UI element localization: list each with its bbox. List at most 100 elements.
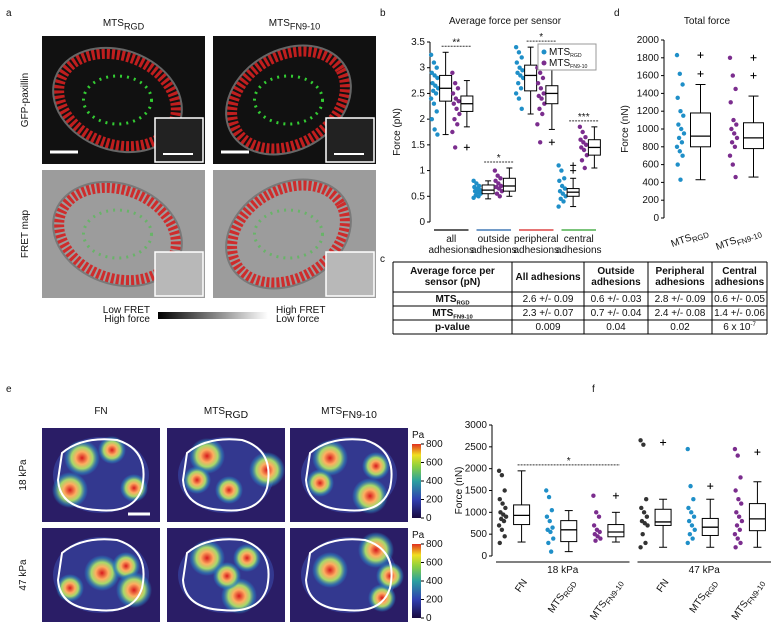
label: MTSFN9-10 <box>321 406 377 421</box>
inset <box>154 251 204 297</box>
label: MTSFN9-10 <box>269 18 320 32</box>
data-point <box>681 113 686 118</box>
cell-edge <box>225 178 352 290</box>
outlier <box>707 483 714 490</box>
data-point <box>640 531 645 537</box>
data-point <box>451 101 456 106</box>
row-label: GFP-paxillin <box>20 73 31 127</box>
heatmap-blob <box>306 469 334 497</box>
data-point <box>674 52 680 58</box>
cell-outline <box>304 438 393 512</box>
label-main: MTS <box>714 235 738 253</box>
data-point <box>687 531 693 537</box>
box <box>560 520 578 543</box>
colorbar-tick-label: 0 <box>426 513 432 524</box>
y-tick-label: 1600 <box>637 71 660 82</box>
data-point <box>548 549 554 554</box>
data-point <box>676 135 682 141</box>
box <box>748 503 766 532</box>
data-point <box>679 126 684 132</box>
heatmap-blob <box>376 562 404 590</box>
outlier <box>570 167 577 174</box>
outlier <box>570 162 577 169</box>
data-point <box>456 98 461 104</box>
data-point <box>549 507 555 513</box>
y-tick-label: 1200 <box>637 106 660 117</box>
data-point <box>732 531 738 537</box>
cell-outline <box>56 438 145 512</box>
data-point <box>677 71 682 77</box>
data-point <box>739 501 744 506</box>
data-point <box>678 177 683 182</box>
legend-marker <box>541 49 547 55</box>
label-sub: FN9-10 <box>604 579 627 606</box>
cell-sup: -7 <box>750 322 756 328</box>
y-tick-label: 2.5 <box>411 88 425 99</box>
outlier <box>697 52 704 59</box>
table-header: Average force per <box>410 266 495 277</box>
table-cell: 1.4 +/- 0.06 <box>714 308 765 319</box>
significance: * <box>539 32 543 43</box>
data-point <box>679 140 685 145</box>
data-point <box>560 191 566 196</box>
data-point <box>518 73 523 78</box>
category-label: adhesions <box>556 245 602 256</box>
data-point <box>454 106 459 112</box>
legend-marker <box>541 60 547 66</box>
data-point <box>434 65 439 70</box>
box <box>513 504 531 526</box>
outlier <box>548 139 555 146</box>
y-tick-label: 200 <box>642 195 659 206</box>
table-cell: 2.8 +/- 0.09 <box>655 294 706 305</box>
data-point <box>502 534 507 539</box>
data-point <box>691 514 697 519</box>
data-point <box>536 93 541 99</box>
data-point <box>578 137 583 142</box>
data-point <box>727 153 733 158</box>
data-point <box>515 70 520 76</box>
category-label: all <box>446 234 456 245</box>
category-label: peripheral <box>514 234 558 245</box>
scale-right: Low force <box>276 314 320 325</box>
data-point <box>496 186 502 191</box>
chart-title: Average force per sensor <box>449 16 562 27</box>
data-point <box>591 493 596 498</box>
central-adhesions <box>82 208 153 260</box>
outlier <box>754 449 761 456</box>
y-tick-label: 2000 <box>637 35 660 46</box>
label: MTSRGD <box>546 577 579 616</box>
heatmap-blob <box>312 552 348 588</box>
row-label: 18 kPa <box>18 459 29 491</box>
label: MTSRGD <box>688 577 721 616</box>
data-point <box>471 195 476 201</box>
y-tick-label: 1000 <box>465 507 488 518</box>
label-sub: RGD <box>691 230 711 245</box>
data-point <box>692 527 697 532</box>
table-cell: 0.04 <box>606 322 626 333</box>
data-point <box>736 497 741 502</box>
heatmap-blob <box>52 472 88 508</box>
box <box>481 184 495 195</box>
data-point <box>557 178 562 184</box>
data-point <box>434 109 439 114</box>
data-point <box>517 65 522 70</box>
data-point <box>675 162 680 167</box>
data-point <box>546 540 551 546</box>
y-tick-label: 600 <box>642 160 659 171</box>
data-point <box>537 70 543 76</box>
data-point <box>452 116 457 122</box>
outlier <box>697 70 704 77</box>
data-point <box>457 111 462 117</box>
data-point <box>674 144 680 149</box>
data-point <box>638 545 643 550</box>
heatmap-blob <box>215 476 243 504</box>
data-point <box>557 188 563 194</box>
outlier <box>750 54 757 61</box>
data-point <box>520 68 525 73</box>
colorbar-tick-label: 600 <box>426 558 443 569</box>
data-point <box>677 149 682 154</box>
label: FN <box>94 406 107 417</box>
label: FN <box>655 577 672 594</box>
y-tick-label: 0 <box>419 217 425 228</box>
